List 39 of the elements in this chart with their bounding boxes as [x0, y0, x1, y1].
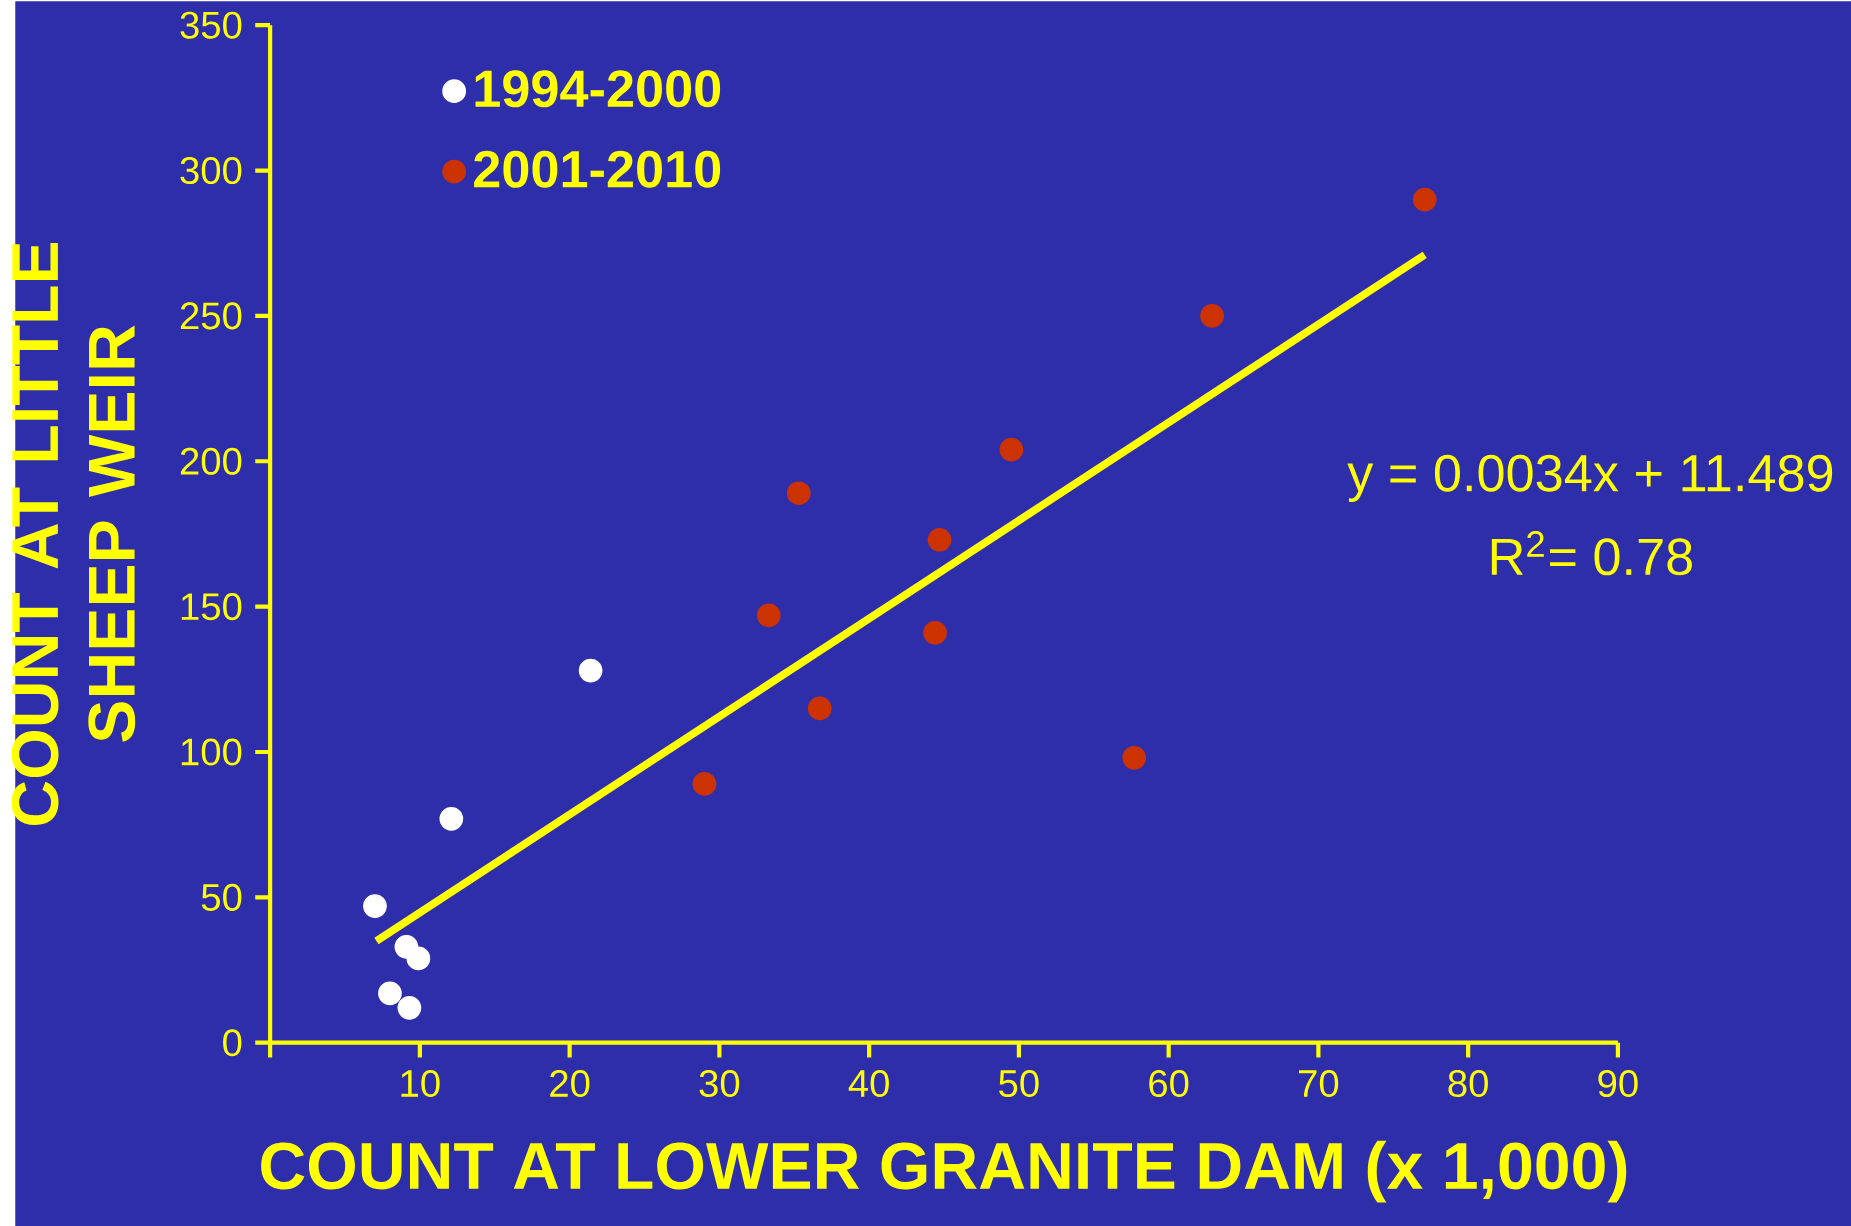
y-tick-label: 300 — [180, 156, 242, 185]
point — [807, 696, 832, 721]
x-tick-label: 30 — [699, 1069, 740, 1097]
y-axis-title: COUNT AT LITTLE SHEEP WEIR — [11, 242, 136, 825]
x-tick-label: 20 — [550, 1069, 590, 1097]
y-tick-label: 50 — [201, 883, 242, 911]
point — [756, 603, 781, 628]
x-tick-label: 10 — [401, 1069, 440, 1097]
y-tick-label: 250 — [180, 302, 242, 330]
legend-label: 1994-2000 — [475, 70, 721, 108]
legend-label: 2001-2010 — [474, 150, 721, 188]
point — [1412, 187, 1437, 212]
point — [439, 806, 464, 831]
point — [1122, 745, 1147, 770]
point — [378, 981, 402, 1006]
point — [363, 894, 387, 918]
point — [1200, 303, 1224, 328]
x-tick-label: 50 — [999, 1069, 1039, 1097]
x-tick-label: 60 — [1149, 1069, 1189, 1097]
x-tick-label: 70 — [1299, 1069, 1339, 1097]
y-tick-label: 200 — [180, 447, 242, 475]
point — [927, 527, 952, 552]
x-tick-label: 40 — [848, 1069, 889, 1097]
annotation: y = 0.0034x + 11.489 — [1347, 454, 1833, 502]
point — [923, 620, 947, 645]
point — [406, 946, 431, 971]
annotation: R$^{2}$= 0.78 — [1491, 531, 1692, 576]
point — [578, 658, 603, 683]
y-tick-label: 150 — [181, 593, 242, 621]
y-tick-label: 0 — [223, 1029, 242, 1057]
x-axis-title: COUNT AT LOWER GRANITE DAM (x 1,000) — [261, 1140, 1627, 1203]
x-tick-label: 80 — [1448, 1069, 1488, 1097]
point — [397, 995, 422, 1020]
y-tick-label: 350 — [180, 11, 242, 39]
point — [786, 481, 811, 506]
point — [692, 772, 717, 796]
x-tick-label: 90 — [1598, 1069, 1638, 1097]
y-tick-label: 100 — [181, 738, 242, 766]
point — [999, 437, 1024, 462]
